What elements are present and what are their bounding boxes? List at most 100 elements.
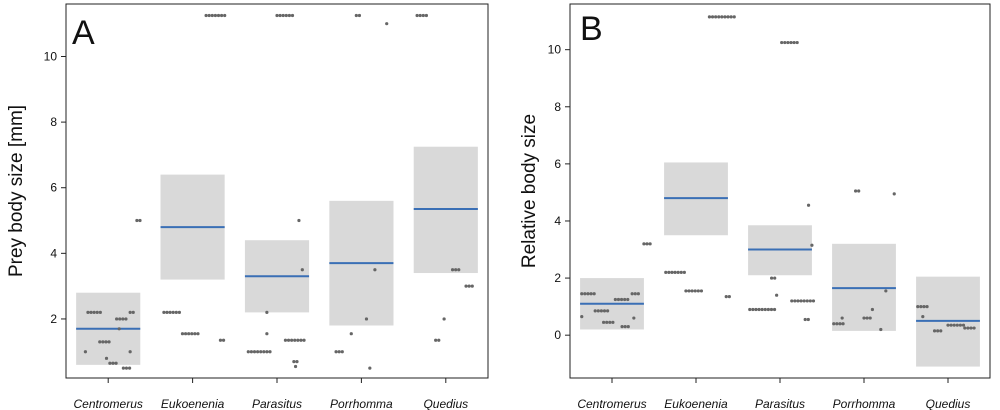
data-point-quedius-1-0 xyxy=(434,338,438,342)
category-label-eukoenenia: Eukoenenia xyxy=(161,397,225,410)
data-point-porrhomma-7-0 xyxy=(892,192,896,196)
data-point-quedius-3-1 xyxy=(454,268,458,272)
data-point-parasitus-4-4 xyxy=(296,338,300,342)
data-point-parasitus-1-0 xyxy=(265,310,269,314)
data-point-quedius-0-0 xyxy=(415,13,419,18)
category-label-porrhomma: Porrhomma xyxy=(833,397,896,410)
data-point-centromerus-2-4 xyxy=(606,309,610,313)
data-point-eukoenenia-0-3 xyxy=(171,310,175,314)
data-point-parasitus-3-1 xyxy=(783,40,787,45)
data-point-centromerus-2-0 xyxy=(98,340,102,344)
data-point-eukoenenia-2-5 xyxy=(723,15,727,19)
data-point-quedius-3-0 xyxy=(450,268,455,272)
data-point-centromerus-5-2 xyxy=(121,317,125,321)
data-point-quedius-3-0 xyxy=(946,323,950,327)
panel-letter: A xyxy=(72,14,95,52)
y-tick-label: 6 xyxy=(50,181,57,195)
data-point-centromerus-0-1 xyxy=(89,310,93,314)
data-point-parasitus-0-7 xyxy=(769,307,774,312)
data-point-centromerus-0-2 xyxy=(92,310,96,314)
data-point-parasitus-3-4 xyxy=(792,40,796,45)
data-point-porrhomma-6-0 xyxy=(884,289,888,293)
data-point-parasitus-3-4 xyxy=(287,13,291,18)
data-point-eukoenenia-2-3 xyxy=(717,15,721,19)
data-point-centromerus-8-1 xyxy=(645,242,649,246)
data-point-quedius-0-2 xyxy=(421,13,425,18)
data-point-eukoenenia-2-1 xyxy=(207,13,211,18)
data-point-centromerus-8-0 xyxy=(128,310,132,314)
data-point-parasitus-0-5 xyxy=(262,350,266,354)
category-label-parasitus: Parasitus xyxy=(755,397,805,410)
data-point-porrhomma-0-3 xyxy=(841,322,845,326)
data-point-centromerus-4-1 xyxy=(111,361,115,365)
data-point-porrhomma-3-0 xyxy=(364,317,369,321)
data-point-eukoenenia-1-3 xyxy=(190,332,194,336)
data-point-porrhomma-2-0 xyxy=(354,13,358,18)
data-point-eukoenenia-2-4 xyxy=(720,15,724,19)
data-point-parasitus-0-2 xyxy=(252,350,257,354)
data-point-parasitus-5-0 xyxy=(292,359,296,364)
data-point-parasitus-4-2 xyxy=(796,299,800,303)
data-point-parasitus-0-4 xyxy=(259,350,263,354)
data-point-centromerus-6-1 xyxy=(633,292,637,296)
data-point-eukoenenia-2-2 xyxy=(210,13,214,18)
data-point-parasitus-1-0 xyxy=(770,276,774,280)
data-point-quedius-1-1 xyxy=(437,338,441,342)
data-point-quedius-3-4 xyxy=(958,323,963,327)
category-label-parasitus: Parasitus xyxy=(252,397,302,410)
data-point-eukoenenia-2-3 xyxy=(213,13,218,18)
data-point-centromerus-7-2 xyxy=(127,366,132,370)
data-point-eukoenenia-2-5 xyxy=(220,13,224,18)
data-point-centromerus-8-2 xyxy=(648,242,652,246)
data-point-eukoenenia-0-5 xyxy=(177,310,182,314)
data-point-parasitus-0-0 xyxy=(748,307,752,312)
data-point-porrhomma-6-0 xyxy=(385,22,389,26)
data-point-parasitus-0-2 xyxy=(754,307,758,312)
y-axis-title: Relative body size xyxy=(519,114,540,268)
data-point-centromerus-0-3 xyxy=(95,310,99,314)
data-point-parasitus-5-1 xyxy=(806,317,810,322)
data-point-centromerus-5-0 xyxy=(115,317,119,321)
data-point-parasitus-5-1 xyxy=(295,359,299,364)
data-point-eukoenenia-0-1 xyxy=(667,270,671,274)
data-point-parasitus-3-3 xyxy=(284,13,288,18)
y-axis-title: Prey body size [mm] xyxy=(6,105,27,277)
y-tick-label: 8 xyxy=(50,115,57,129)
data-point-centromerus-7-0 xyxy=(121,366,125,370)
data-point-eukoenenia-2-0 xyxy=(707,15,712,19)
data-point-centromerus-6-0 xyxy=(630,292,634,296)
data-point-parasitus-0-8 xyxy=(772,307,777,312)
data-point-eukoenenia-0-4 xyxy=(174,310,178,314)
data-point-parasitus-4-0 xyxy=(283,338,288,342)
data-point-porrhomma-0-0 xyxy=(334,350,338,354)
data-point-parasitus-0-1 xyxy=(249,350,254,354)
data-point-parasitus-0-0 xyxy=(246,350,250,354)
data-point-centromerus-2-1 xyxy=(596,309,600,313)
data-point-centromerus-0-1 xyxy=(583,292,587,296)
data-point-porrhomma-0-1 xyxy=(337,350,341,354)
data-point-centromerus-8-0 xyxy=(642,242,646,246)
data-point-centromerus-0-2 xyxy=(586,292,590,296)
data-point-quedius-2-2 xyxy=(939,329,943,333)
data-point-centromerus-3-1 xyxy=(605,320,609,324)
data-point-quedius-4-2 xyxy=(470,284,474,288)
data-point-parasitus-3-0 xyxy=(275,13,279,18)
data-point-parasitus-5-0 xyxy=(803,317,807,322)
category-label-eukoenenia: Eukoenenia xyxy=(664,397,728,410)
data-point-quedius-4-1 xyxy=(467,284,471,288)
data-point-quedius-2-1 xyxy=(936,329,940,333)
data-point-centromerus-4-1 xyxy=(616,297,621,302)
data-point-centromerus-4-4 xyxy=(626,297,630,302)
data-point-parasitus-0-7 xyxy=(268,350,272,354)
data-point-parasitus-2-0 xyxy=(265,332,269,336)
data-point-centromerus-4-0 xyxy=(108,361,112,365)
data-point-eukoenenia-2-4 xyxy=(216,13,221,18)
data-point-quedius-3-3 xyxy=(955,323,959,327)
data-point-centromerus-2-2 xyxy=(104,340,108,344)
data-point-centromerus-3-2 xyxy=(608,320,612,324)
data-point-parasitus-4-6 xyxy=(808,299,812,303)
data-point-parasitus-4-1 xyxy=(793,299,797,303)
y-tick-label: 2 xyxy=(554,271,561,285)
data-point-centromerus-2-1 xyxy=(101,340,105,344)
